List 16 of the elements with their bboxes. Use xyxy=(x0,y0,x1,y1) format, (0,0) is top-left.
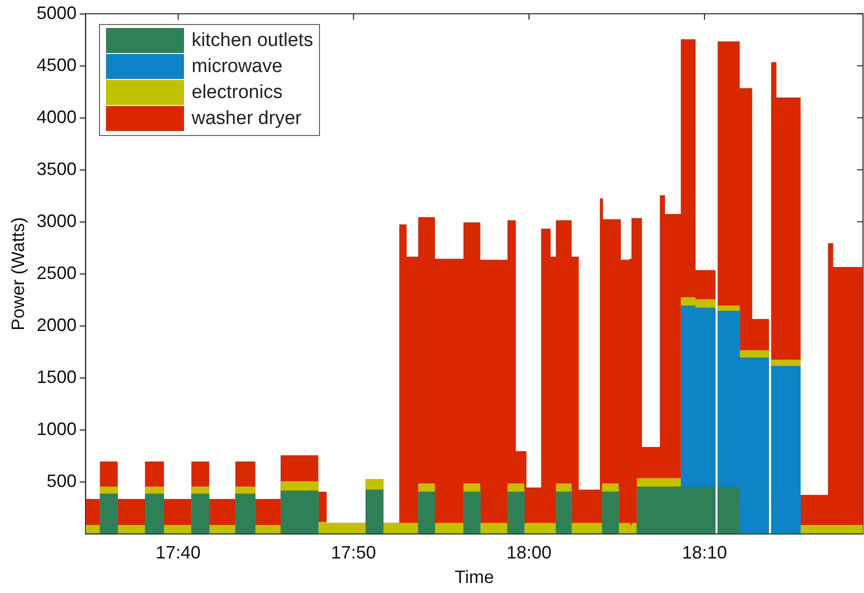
y-tick-label: 2500 xyxy=(36,262,77,283)
y-tick-label: 2000 xyxy=(36,314,77,335)
x-tick-label: 17:50 xyxy=(331,542,376,563)
y-tick-label: 3500 xyxy=(36,158,77,179)
y-tick-label: 1000 xyxy=(36,418,77,439)
x-tick-label: 18:00 xyxy=(506,542,552,563)
y-tick-label: 3000 xyxy=(36,210,77,231)
y-tick-label: 4500 xyxy=(36,54,77,75)
x-tick-label: 18:10 xyxy=(682,542,727,563)
y-tick-label: 5000 xyxy=(36,2,77,23)
y-axis-title: Power (Watts) xyxy=(8,217,28,330)
x-axis-title: Time xyxy=(454,567,494,588)
y-tick-label: 1500 xyxy=(36,366,77,387)
y-tick-label: 4000 xyxy=(36,106,77,127)
y-tick-label: 500 xyxy=(46,470,77,491)
x-tick-label: 17:40 xyxy=(156,542,201,563)
